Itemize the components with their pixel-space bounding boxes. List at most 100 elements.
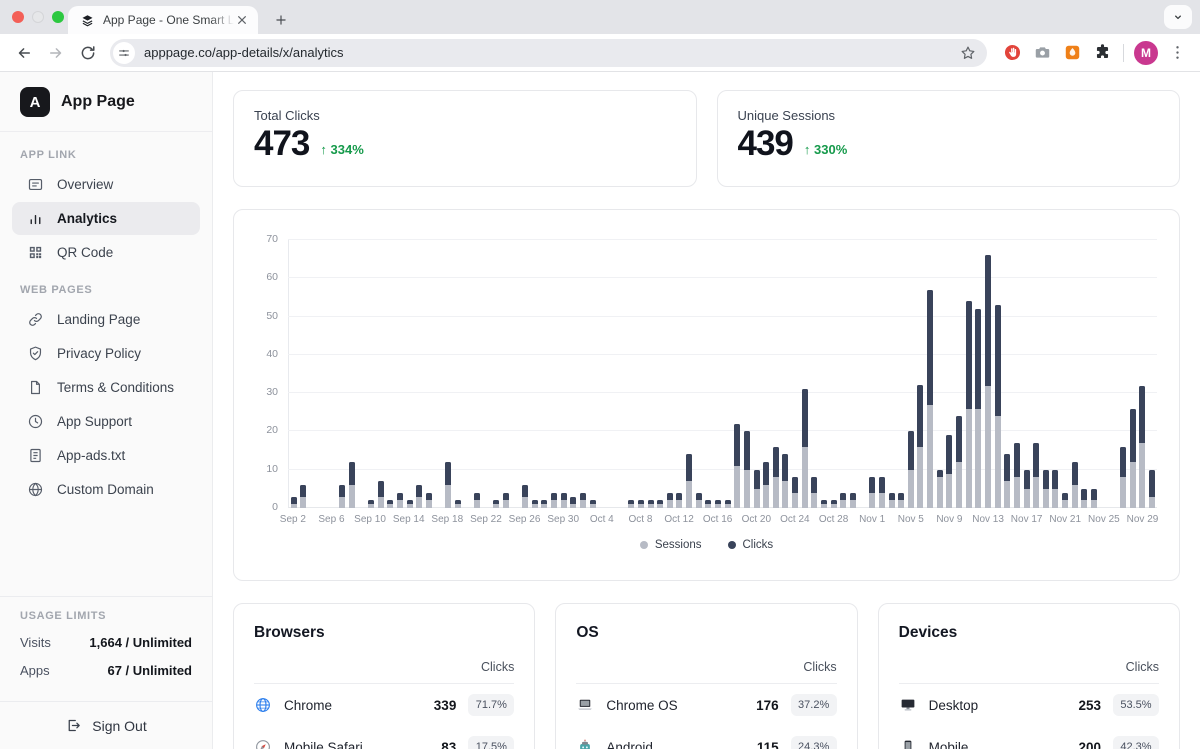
app-brand[interactable]: A App Page (0, 72, 212, 132)
chart-bar[interactable] (665, 240, 675, 508)
chart-bar[interactable] (289, 240, 299, 508)
bookmark-star-icon[interactable] (959, 44, 977, 62)
table-row[interactable]: Mobile 200 42.3% (899, 726, 1159, 749)
sidebar-item-analytics[interactable]: Analytics (12, 202, 200, 235)
chart-bar[interactable] (983, 240, 993, 508)
chart-bar[interactable] (1128, 240, 1138, 508)
chart-bar[interactable] (414, 240, 424, 508)
chart-bar[interactable] (520, 240, 530, 508)
chart-bar[interactable] (1147, 240, 1157, 508)
chart-bar[interactable] (848, 240, 858, 508)
chart-bar[interactable] (472, 240, 482, 508)
chart-bar[interactable] (578, 240, 588, 508)
tab-strip-chevron-button[interactable] (1164, 5, 1192, 29)
chart-bar[interactable] (973, 240, 983, 508)
chart-bar[interactable] (328, 240, 338, 508)
chart-bar[interactable] (752, 240, 762, 508)
chart-bar[interactable] (742, 240, 752, 508)
chart-bar[interactable] (443, 240, 453, 508)
chart-bar[interactable] (771, 240, 781, 508)
sidebar-item-terms-conditions[interactable]: Terms & Conditions (12, 371, 200, 404)
chart-bar[interactable] (1002, 240, 1012, 508)
chart-bar[interactable] (405, 240, 415, 508)
chart-bar[interactable] (598, 240, 608, 508)
sidebar-item-app-support[interactable]: App Support (12, 405, 200, 438)
chart-bar[interactable] (607, 240, 617, 508)
chart-bar[interactable] (867, 240, 877, 508)
chart-bar[interactable] (761, 240, 771, 508)
chart-bar[interactable] (501, 240, 511, 508)
chart-bar[interactable] (1012, 240, 1022, 508)
window-minimize-button[interactable] (32, 11, 44, 23)
chart-bar[interactable] (395, 240, 405, 508)
chart-bar[interactable] (1060, 240, 1070, 508)
chart-bar[interactable] (858, 240, 868, 508)
camera-extension-icon[interactable] (1027, 38, 1057, 68)
chart-bar[interactable] (1031, 240, 1041, 508)
chart-bar[interactable] (1080, 240, 1090, 508)
legend-clicks[interactable]: Clicks (727, 539, 773, 551)
url-text[interactable]: apppage.co/app-details/x/analytics (144, 45, 344, 60)
extensions-puzzle-icon[interactable] (1087, 38, 1117, 68)
chart-bar[interactable] (916, 240, 926, 508)
chart-bar[interactable] (308, 240, 318, 508)
chart-bar[interactable] (636, 240, 646, 508)
chart-bar[interactable] (790, 240, 800, 508)
chart-bar[interactable] (569, 240, 579, 508)
chart-bar[interactable] (819, 240, 829, 508)
table-row[interactable]: Android 115 24.3% (576, 726, 837, 749)
new-tab-button[interactable] (268, 7, 294, 33)
chart-bar[interactable] (993, 240, 1003, 508)
chart-bar[interactable] (356, 240, 366, 508)
chart-bar[interactable] (385, 240, 395, 508)
chart-bar[interactable] (424, 240, 434, 508)
chart-bar[interactable] (964, 240, 974, 508)
chart-bar[interactable] (1108, 240, 1118, 508)
sidebar-item-qr-code[interactable]: QR Code (12, 236, 200, 269)
chart-bar[interactable] (935, 240, 945, 508)
chart-bar[interactable] (877, 240, 887, 508)
chart-bar[interactable] (626, 240, 636, 508)
chart-bar[interactable] (1089, 240, 1099, 508)
url-bar[interactable]: apppage.co/app-details/x/analytics (110, 38, 987, 67)
tab-close-icon[interactable] (234, 12, 250, 28)
chart-bar[interactable] (530, 240, 540, 508)
chart-bar[interactable] (347, 240, 357, 508)
browser-tab[interactable]: App Page - One Smart Link fo (68, 6, 258, 34)
chart-bar[interactable] (800, 240, 810, 508)
sidebar-item-overview[interactable]: Overview (12, 168, 200, 201)
chart-bar[interactable] (829, 240, 839, 508)
table-row[interactable]: Desktop 253 53.5% (899, 684, 1159, 726)
chart-bar[interactable] (723, 240, 733, 508)
chart-bar[interactable] (540, 240, 550, 508)
chart-bar[interactable] (434, 240, 444, 508)
chart-bar[interactable] (482, 240, 492, 508)
chart-bar[interactable] (453, 240, 463, 508)
chart-bar[interactable] (1099, 240, 1109, 508)
chart-bar[interactable] (559, 240, 569, 508)
chart-bar[interactable] (318, 240, 328, 508)
chart-bar[interactable] (1022, 240, 1032, 508)
chart-bar[interactable] (491, 240, 501, 508)
sidebar-item-app-ads-txt[interactable]: App-ads.txt (12, 439, 200, 472)
chart-bar[interactable] (906, 240, 916, 508)
chart-bar[interactable] (1118, 240, 1128, 508)
chart-bar[interactable] (655, 240, 665, 508)
table-row[interactable]: Mobile Safari 83 17.5% (254, 726, 515, 749)
chart-bar[interactable] (713, 240, 723, 508)
orange-extension-icon[interactable] (1057, 38, 1087, 68)
chart-bar[interactable] (376, 240, 386, 508)
chart-bar[interactable] (925, 240, 935, 508)
chart-bar[interactable] (887, 240, 897, 508)
site-info-icon[interactable] (113, 41, 135, 64)
chart-bar[interactable] (463, 240, 473, 508)
chart-bar[interactable] (511, 240, 521, 508)
chart-bar[interactable] (704, 240, 714, 508)
sidebar-item-privacy-policy[interactable]: Privacy Policy (12, 337, 200, 370)
chart-bar[interactable] (549, 240, 559, 508)
adblock-extension-icon[interactable] (997, 38, 1027, 68)
window-zoom-button[interactable] (52, 11, 64, 23)
profile-avatar[interactable]: M (1134, 40, 1158, 65)
window-close-button[interactable] (12, 11, 24, 23)
reload-button[interactable] (72, 37, 104, 69)
